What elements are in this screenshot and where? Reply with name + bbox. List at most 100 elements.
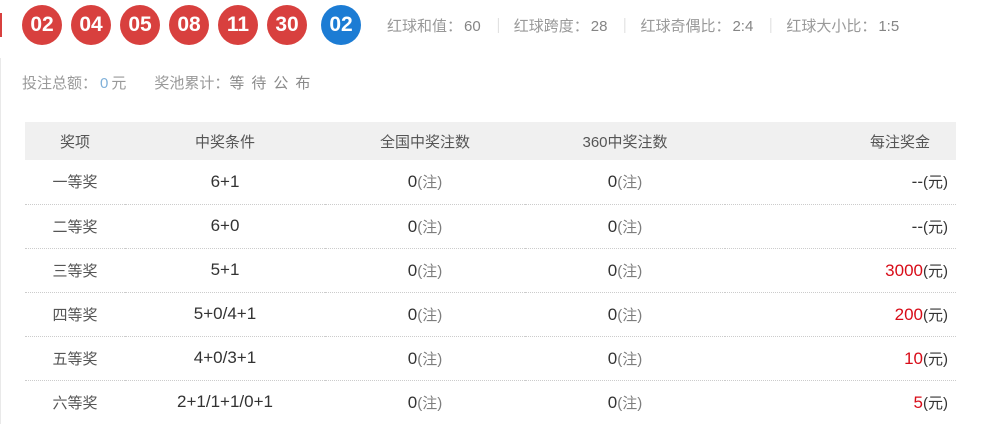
jackpot-label: 奖池累计： [154, 75, 230, 92]
condition-cell: 4+0/3+1 [125, 336, 325, 381]
condition-cell: 6+1 [125, 160, 325, 205]
count-unit: (注) [417, 306, 443, 324]
prize-unit: (元) [923, 174, 948, 192]
condition-cell: 6+0 [125, 204, 325, 249]
count-value: 0 [407, 172, 418, 192]
table-row: 一等奖 6+1 0(注) 0(注) --(元) [25, 160, 956, 205]
count-unit: (注) [417, 350, 443, 368]
stat-bigsmall-value: 1:5 [878, 17, 900, 35]
site360-count-cell: 0(注) [525, 204, 725, 249]
count-unit: (注) [417, 218, 443, 236]
prize-value: 5 [913, 392, 923, 412]
red-ball-1: 02 [22, 5, 62, 45]
site360-count-cell: 0(注) [525, 248, 725, 293]
winning-numbers-bar: 02 04 05 08 11 30 02 红球和值： 60 ｜ 红球跨度： 28 ｜ 红球奇… [0, 0, 981, 45]
prize-value: 200 [894, 304, 923, 324]
stat-separator: ｜ [617, 17, 633, 35]
count-unit: (注) [417, 174, 443, 192]
jackpot-value: 等待公布 [229, 75, 318, 92]
condition-cell: 5+1 [125, 248, 325, 293]
prize-cell: --(元) [725, 204, 956, 249]
red-ball-2: 04 [71, 5, 111, 45]
prize-value: 3000 [885, 260, 923, 280]
count-value: 0 [607, 304, 618, 324]
prize-value: -- [911, 216, 923, 236]
count-value: 0 [407, 216, 418, 236]
prize-cell: 5(元) [725, 380, 956, 424]
prize-unit: (元) [923, 262, 948, 280]
site360-count-cell: 0(注) [525, 292, 725, 337]
count-value: 0 [607, 260, 618, 280]
red-ball-5: 11 [218, 5, 258, 45]
bet-total-value: 0 [100, 75, 109, 92]
prize-table: 奖项 中奖条件 全国中奖注数 360中奖注数 每注奖金 一等奖 6+1 0(注)… [25, 122, 956, 424]
site360-count-cell: 0(注) [525, 336, 725, 381]
count-unit: (注) [417, 394, 443, 412]
prize-cell: 200(元) [725, 292, 956, 337]
site360-count-cell: 0(注) [525, 380, 725, 424]
count-value: 0 [407, 392, 418, 412]
prize-cell: --(元) [725, 160, 956, 205]
count-unit: (注) [617, 350, 643, 368]
count-value: 0 [607, 348, 618, 368]
national-count-cell: 0(注) [325, 204, 525, 249]
stat-bigsmall-label: 红球大小比： [786, 17, 877, 35]
red-ball-4: 08 [169, 5, 209, 45]
national-count-cell: 0(注) [325, 248, 525, 293]
stat-sum-value: 60 [464, 17, 481, 35]
header-360-count: 360中奖注数 [525, 122, 725, 160]
header-prize: 每注奖金 [725, 122, 956, 160]
red-ball-3: 05 [120, 5, 160, 45]
blue-ball: 02 [321, 5, 361, 45]
condition-cell: 2+1/1+1/0+1 [177, 392, 273, 412]
prize-unit: (元) [923, 218, 948, 236]
count-value: 0 [607, 392, 618, 412]
count-value: 0 [407, 348, 418, 368]
stat-oddeven-label: 红球奇偶比： [640, 17, 731, 35]
count-unit: (注) [617, 262, 643, 280]
level-cell: 一等奖 [25, 160, 125, 205]
prize-value: -- [911, 172, 923, 192]
header-national-count: 全国中奖注数 [325, 122, 525, 160]
count-unit: (注) [417, 262, 443, 280]
national-count-cell: 0(注) [325, 336, 525, 381]
prize-value: 10 [904, 348, 923, 368]
level-cell: 二等奖 [25, 204, 125, 249]
red-ball-stats: 红球和值： 60 ｜ 红球跨度： 28 ｜ 红球奇偶比： 2:4 ｜ 红球大小比： 1:5 [387, 15, 901, 36]
count-unit: (注) [617, 306, 643, 324]
header-condition: 中奖条件 [125, 122, 325, 160]
national-count-cell: 0(注) [325, 292, 525, 337]
count-unit: (注) [617, 174, 643, 192]
table-row: 二等奖 6+0 0(注) 0(注) --(元) [25, 204, 956, 249]
red-ball-6: 30 [267, 5, 307, 45]
table-row: 五等奖 4+0/3+1 0(注) 0(注) 10(元) [25, 336, 956, 381]
prize-table-header-row: 奖项 中奖条件 全国中奖注数 360中奖注数 每注奖金 [25, 122, 956, 160]
table-row: 四等奖 5+0/4+1 0(注) 0(注) 200(元) [25, 292, 956, 337]
header-level: 奖项 [25, 122, 125, 160]
stat-separator: ｜ [763, 17, 779, 35]
national-count-cell: 0(注) [325, 380, 525, 424]
prize-unit: (元) [923, 306, 948, 324]
count-unit: (注) [617, 394, 643, 412]
table-row: 三等奖 5+1 0(注) 0(注) 3000(元) [25, 248, 956, 293]
prize-cell: 3000(元) [725, 248, 956, 293]
stat-span-label: 红球跨度： [513, 17, 589, 35]
left-edge-red-sliver [0, 13, 2, 37]
stat-sum-label: 红球和值： [387, 17, 463, 35]
national-count-cell: 0(注) [325, 160, 525, 205]
table-row: 六等奖 2+1/1+1/0+1 0(注) 0(注) 5(元) [25, 380, 956, 424]
level-cell: 四等奖 [25, 292, 125, 337]
bet-summary-line: 投注总额： 0 元 奖池累计：等待公布 [22, 72, 981, 93]
site360-count-cell: 0(注) [525, 160, 725, 205]
level-cell: 三等奖 [25, 248, 125, 293]
count-unit: (注) [617, 218, 643, 236]
prize-unit: (元) [923, 394, 948, 412]
count-value: 0 [607, 172, 618, 192]
level-cell: 六等奖 [52, 394, 98, 412]
bet-total-unit: 元 [111, 75, 127, 92]
count-value: 0 [607, 216, 618, 236]
prize-unit: (元) [923, 350, 948, 368]
count-value: 0 [407, 304, 418, 324]
prize-cell: 10(元) [725, 336, 956, 381]
page-left-border [0, 58, 1, 424]
